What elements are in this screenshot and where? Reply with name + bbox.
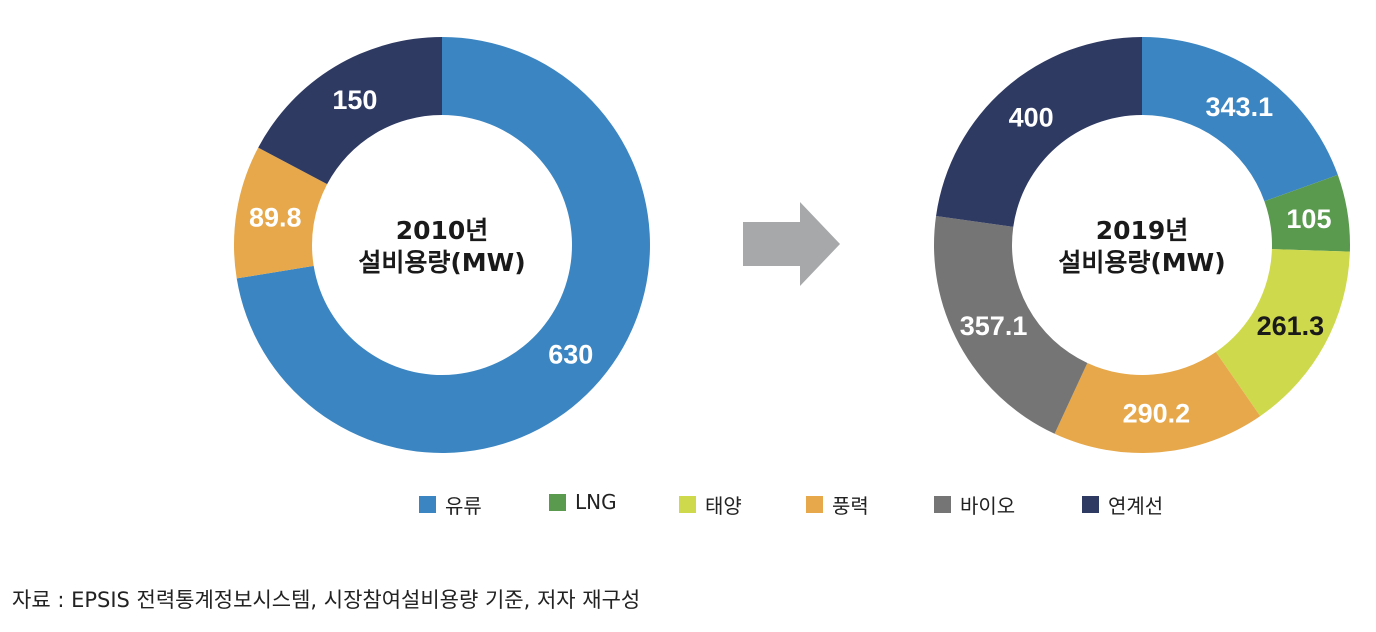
slice-data-label: 261.3 — [1257, 311, 1325, 341]
donut-slice-풍력 — [1054, 351, 1261, 453]
legend-label: 연계선 — [1108, 494, 1164, 518]
slice-data-label: 400 — [1009, 102, 1054, 132]
donut-center-year: 2010년 — [396, 216, 489, 245]
legend-item-wind: 풍력 — [806, 490, 869, 519]
legend-swatch — [549, 493, 566, 511]
slice-data-label: 89.8 — [249, 203, 302, 233]
legend-swatch — [934, 496, 951, 513]
legend-item-solar: 태양 — [679, 490, 742, 519]
donut-slice-유류 — [236, 37, 650, 453]
donut-center-unit: 설비용량(MW) — [1058, 248, 1225, 277]
donut-slice-풍력 — [234, 147, 328, 279]
legend-swatch — [1082, 496, 1099, 513]
legend: 유류 LNG 태양 풍력 바이오 연계선 — [0, 490, 1376, 520]
slice-data-label: 105 — [1286, 204, 1331, 234]
legend-label: LNG — [575, 490, 617, 514]
legend-item-oil: 유류 — [419, 490, 482, 519]
legend-item-bio: 바이오 — [934, 490, 1015, 519]
slice-data-label: 357.1 — [960, 311, 1028, 341]
donut-slice-연계선 — [936, 36, 1142, 227]
slice-data-label: 290.2 — [1123, 398, 1191, 428]
legend-swatch — [679, 496, 696, 513]
donut-slice-유류 — [1142, 37, 1338, 202]
donut-slice-연계선 — [258, 37, 442, 185]
legend-label: 유류 — [445, 494, 482, 518]
slice-data-label: 343.1 — [1206, 92, 1274, 122]
donut-center-unit: 설비용량(MW) — [358, 248, 525, 277]
source-note: 자료 : EPSIS 전력통계정보시스템, 시장참여설비용량 기준, 저자 재구… — [12, 588, 641, 612]
slice-data-label: 630 — [548, 339, 593, 369]
legend-swatch — [419, 496, 436, 513]
donut-slice-LNG — [1264, 174, 1350, 252]
legend-item-interconnector: 연계선 — [1082, 490, 1163, 519]
legend-swatch — [806, 496, 823, 513]
donut-slice-바이오 — [933, 215, 1088, 434]
right-arrow-icon — [743, 202, 840, 286]
legend-label: 태양 — [705, 494, 742, 518]
slice-data-label: 150 — [332, 85, 377, 115]
legend-label: 풍력 — [832, 494, 869, 518]
legend-label: 바이오 — [960, 494, 1016, 518]
legend-item-lng: LNG — [549, 490, 617, 514]
donut-center-year: 2019년 — [1096, 216, 1189, 245]
donut-slice-태양 — [1215, 249, 1350, 417]
